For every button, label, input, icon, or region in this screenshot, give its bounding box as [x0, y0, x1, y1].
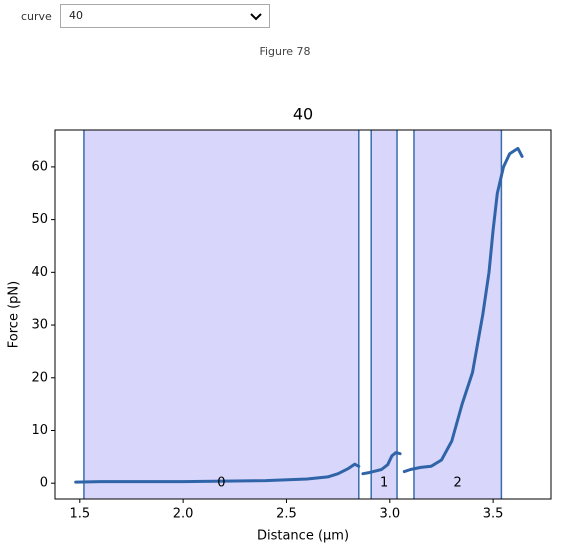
span-label: 2: [454, 476, 462, 491]
span: [371, 130, 398, 499]
y-tick-label: 30: [31, 318, 48, 333]
x-tick-label: 1.5: [69, 507, 90, 522]
y-tick-label: 50: [31, 212, 48, 227]
span: [83, 130, 359, 499]
x-tick-label: 3.0: [379, 507, 400, 522]
x-axis-label: Distance (μm): [257, 529, 349, 544]
y-tick-label: 60: [31, 159, 48, 174]
chart-title: 40: [293, 105, 313, 124]
span-label: 0: [217, 476, 225, 491]
dropdown-value: 40: [69, 9, 83, 22]
y-tick-label: 10: [31, 423, 48, 438]
dropdown-label: curve: [21, 10, 52, 23]
y-tick-label: 40: [31, 265, 48, 280]
y-axis-label: Force (pN): [7, 281, 22, 348]
x-tick-label: 2.5: [276, 507, 297, 522]
axes-frame: [54, 129, 552, 500]
chevron: [250, 13, 262, 21]
span: [413, 130, 502, 499]
figure-label: Figure 78: [259, 45, 311, 58]
y-tick-label: 0: [40, 476, 48, 491]
x-tick-label: 3.5: [483, 507, 504, 522]
data-line: [74, 146, 524, 484]
y-tick-label: 20: [31, 370, 48, 385]
dropdown[interactable]: 40: [60, 4, 270, 28]
x-tick-label: 2.0: [173, 507, 194, 522]
span-label: 1: [380, 476, 388, 491]
